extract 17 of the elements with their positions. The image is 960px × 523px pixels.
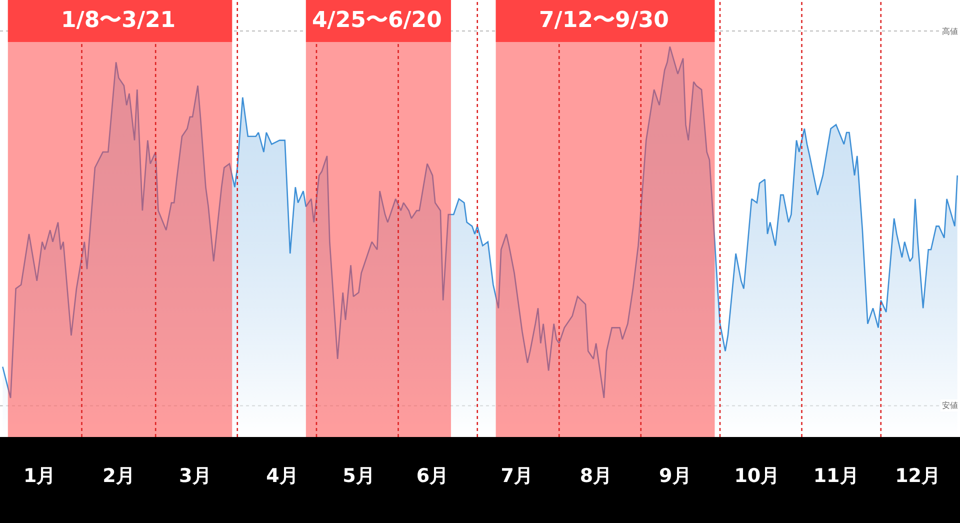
x-tick-label: 10月: [734, 465, 780, 487]
band-label: 7/12〜9/30: [539, 8, 669, 33]
ref-line-label: 高値: [942, 27, 958, 36]
x-tick-label: 6月: [416, 465, 449, 487]
band-label: 1/8〜3/21: [61, 8, 176, 33]
band-label: 4/25〜6/20: [312, 8, 442, 33]
x-tick-label: 12月: [895, 465, 941, 487]
x-tick-label: 1月: [23, 465, 56, 487]
x-tick-label: 7月: [500, 465, 534, 487]
x-tick-label: 11月: [813, 465, 859, 487]
x-tick-label: 5月: [342, 465, 375, 487]
ref-line-label: 安値: [942, 401, 958, 410]
x-tick-label: 9月: [659, 465, 692, 487]
x-tick-label: 8月: [580, 465, 612, 487]
x-tick-label: 2月: [102, 465, 135, 487]
x-tick-label: 4月: [266, 465, 298, 487]
x-tick-label: 3月: [179, 465, 212, 487]
